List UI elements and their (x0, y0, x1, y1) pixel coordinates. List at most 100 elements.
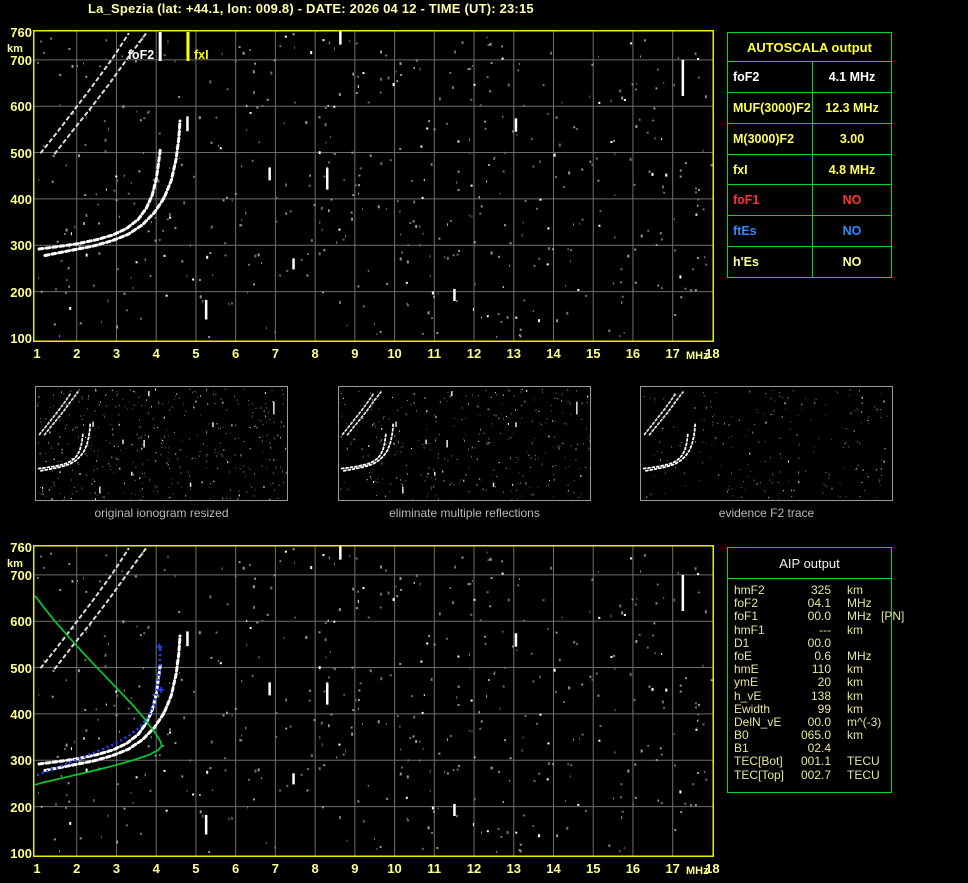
echo-streak (186, 116, 189, 132)
x-tick-label: 13 (506, 346, 521, 361)
aip-extra (873, 716, 891, 729)
x-axis-unit: MHz (686, 350, 709, 362)
grid-lines (34, 546, 713, 856)
echo-streak (453, 803, 456, 816)
thumbnail-caption: evidence F2 trace (718, 506, 815, 520)
restored-trace-plus-marker (157, 686, 164, 693)
aip-val: 04.1 (807, 596, 831, 611)
aip-val: 001.1 (800, 754, 831, 769)
restored-F2-trace (36, 648, 162, 777)
echo-streak (292, 258, 295, 270)
x-tick-label: 4 (152, 346, 160, 361)
y-tick-label: 100 (10, 331, 32, 346)
received-ionogram-plot: foF2 fxI (33, 30, 714, 342)
parameter-value: NO (842, 224, 862, 239)
restored-trace-plus-marker (156, 643, 163, 650)
autoscala-row-muf3000f2: MUF(3000)F2 12.3 MHz (728, 92, 891, 124)
aip-label: B0 (734, 728, 749, 743)
y-tick-label: 700 (10, 567, 32, 583)
x-tick-label: 7 (271, 346, 279, 361)
second-hop-extraordinary (53, 547, 148, 670)
aip-row-DelN_vE: DelN_vE 00.0 m^(-3) (734, 714, 891, 729)
x-tick-label: 17 (665, 861, 680, 876)
parameter-label: ftEs (728, 216, 813, 247)
y-tick-label: 600 (10, 614, 32, 630)
F2-trace-ordinary (37, 148, 162, 251)
x-tick-label: 6 (232, 861, 240, 876)
echo-streak (292, 773, 295, 785)
echo-streak (186, 631, 189, 647)
x-tick-label: 2 (73, 346, 81, 361)
x-tick-label: 18 (705, 346, 720, 361)
thumbnail-caption: original ionogram resized (94, 506, 229, 520)
noise-speckle-layer (37, 545, 713, 853)
aip-unit: km (847, 701, 863, 716)
parameter-label: foF2 (728, 62, 813, 92)
aip-extra (873, 676, 891, 689)
parameter-label: foF1 (728, 185, 813, 216)
x-tick-label: 9 (351, 861, 359, 876)
aip-val: 110 (811, 662, 831, 677)
aip-extra: [PN] (881, 609, 905, 624)
x-tick-label: 13 (506, 861, 521, 876)
aip-extra (873, 729, 891, 742)
aip-val: 02.4 (807, 741, 831, 756)
y-tick-label: 500 (10, 660, 32, 676)
parameter-value: 4.8 MHz (828, 162, 876, 177)
aip-unit: km (847, 662, 863, 677)
aip-label: Ewidth (734, 701, 771, 716)
aip-extra (873, 584, 891, 597)
echo-streak (339, 30, 342, 45)
aip-val: --- (819, 622, 831, 637)
aip-val: 065.0 (800, 728, 831, 743)
fxI-marker-label: fxI (194, 48, 209, 62)
y-axis-unit: km (7, 558, 23, 571)
x-tick-label: 14 (546, 346, 561, 361)
F2-trace-extraordinary (43, 634, 182, 772)
x-tick-label: 3 (112, 346, 121, 361)
aip-val: 99 (817, 701, 831, 716)
aip-table-title: AIP output (728, 548, 891, 579)
aip-label: B1 (734, 741, 749, 756)
y-tick-label: 200 (10, 799, 32, 815)
aip-row-foF2: foF2 04.1 MHz (734, 597, 891, 610)
aip-row-TEC[Top]: TEC[Top] 002.7 TECU (734, 767, 891, 782)
F2-trace-ordinary (37, 663, 162, 766)
aip-label: TEC[Bot] (734, 754, 783, 769)
echo-streak (268, 167, 271, 181)
aip-unit: m^(-3) (847, 714, 882, 729)
echo-streak (453, 288, 456, 301)
y-tick-label: 200 (10, 284, 32, 300)
aip-extra (873, 624, 891, 637)
y-tick-label: 760 (10, 25, 32, 41)
aip-row-B0: B0 065.0 km (734, 728, 891, 743)
y-tick-label: 400 (10, 706, 32, 722)
aip-row-ymE: ymE 20 km (734, 676, 891, 689)
parameter-label: h'Es (728, 247, 813, 278)
autoscala-output-table: AUTOSCALA output foF2 4.1 MHz MUF(3000)F2 1… (727, 32, 892, 278)
parameter-label: M(3000)F2 (728, 123, 813, 154)
x-axis-unit: MHz (686, 865, 709, 877)
aip-unit: km (847, 675, 863, 690)
echo-streak (681, 59, 685, 96)
aip-extra (873, 769, 891, 782)
x-tick-label: 6 (232, 346, 240, 361)
aip-label: foE (734, 648, 753, 663)
y-tick-label: 300 (10, 753, 32, 769)
x-tick-label: 1 (33, 346, 41, 361)
second-hop-ordinary (40, 32, 130, 154)
echo-streak (681, 574, 685, 611)
second-hop-ordinary (40, 547, 130, 669)
grid-lines (34, 31, 713, 341)
x-tick-label: 5 (192, 346, 200, 361)
parameter-value: 3.00 (839, 131, 865, 146)
thumbnail-evidence-f2-trace (640, 386, 893, 501)
x-tick-label: 12 (466, 861, 482, 876)
F2-trace-extraordinary (43, 119, 182, 257)
x-tick-label: 15 (585, 861, 601, 876)
aip-val: 002.7 (800, 767, 831, 782)
page-title: La_Spezia (lat: +44.1, lon: 009.8) - DAT… (88, 1, 534, 16)
second-hop-extraordinary (53, 32, 148, 155)
aip-row-foF1: foF1 00.0 MHz [PN] (734, 610, 904, 623)
F2-trace-ordinary (340, 432, 387, 470)
